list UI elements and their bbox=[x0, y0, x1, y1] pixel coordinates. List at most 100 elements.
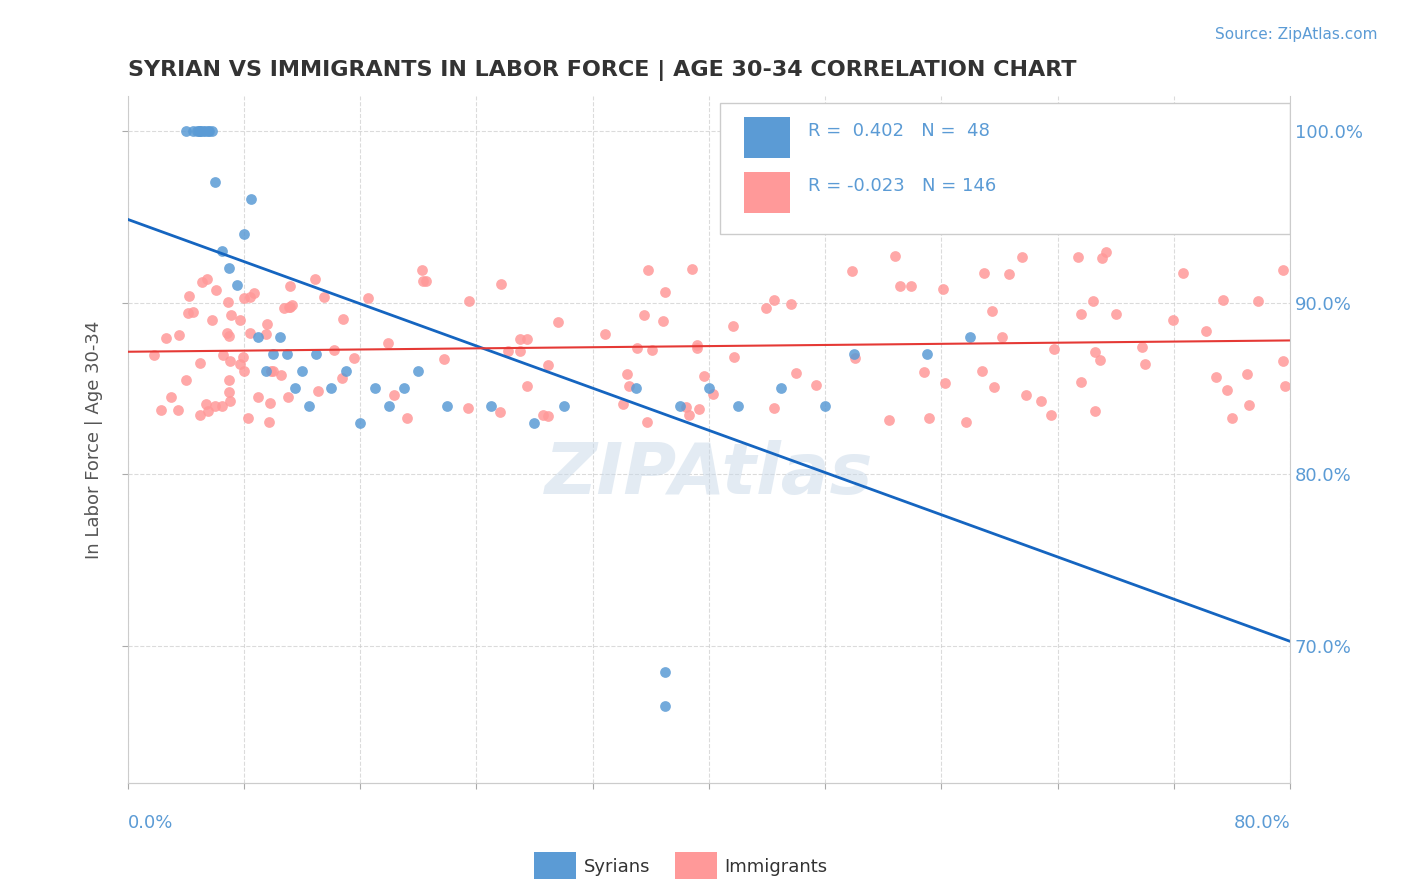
Point bbox=[981, 304, 1004, 318]
Point bbox=[229, 313, 252, 327]
Point bbox=[305, 347, 328, 361]
Point bbox=[218, 354, 240, 368]
Point bbox=[378, 399, 401, 413]
Text: R =  0.402   N =  48: R = 0.402 N = 48 bbox=[807, 122, 990, 140]
Point bbox=[194, 124, 217, 138]
Point bbox=[496, 344, 519, 359]
Point bbox=[641, 343, 664, 357]
Point bbox=[1212, 293, 1234, 307]
Point bbox=[377, 335, 399, 350]
FancyBboxPatch shape bbox=[744, 117, 790, 158]
Point bbox=[278, 300, 301, 314]
Point bbox=[654, 285, 676, 299]
Point bbox=[198, 124, 221, 138]
Point bbox=[1237, 398, 1260, 412]
Point bbox=[174, 124, 197, 138]
Point bbox=[523, 416, 546, 430]
Point bbox=[1195, 324, 1218, 338]
Point bbox=[221, 308, 243, 322]
Point bbox=[270, 368, 292, 383]
Point bbox=[959, 330, 981, 344]
Point bbox=[1105, 307, 1128, 321]
Point bbox=[194, 397, 217, 411]
Point bbox=[225, 278, 247, 293]
Point bbox=[188, 356, 211, 370]
Point bbox=[232, 364, 254, 378]
Point bbox=[278, 300, 301, 314]
Point bbox=[406, 364, 429, 378]
Point bbox=[675, 400, 697, 414]
Point bbox=[187, 124, 209, 138]
Point bbox=[218, 384, 240, 399]
Point bbox=[889, 278, 911, 293]
Text: ZIPAtlas: ZIPAtlas bbox=[544, 440, 873, 508]
Point bbox=[273, 301, 295, 315]
Point bbox=[155, 330, 177, 344]
Point bbox=[240, 193, 263, 207]
Point bbox=[1084, 404, 1107, 418]
Point bbox=[177, 289, 200, 303]
Point bbox=[232, 350, 254, 364]
Point bbox=[770, 381, 793, 395]
Point bbox=[457, 401, 479, 415]
Point bbox=[211, 244, 233, 258]
Point bbox=[197, 124, 219, 138]
FancyBboxPatch shape bbox=[744, 172, 790, 213]
Point bbox=[277, 390, 299, 404]
Point bbox=[166, 402, 188, 417]
Point bbox=[415, 274, 437, 288]
Point bbox=[218, 329, 240, 343]
Text: SYRIAN VS IMMIGRANTS IN LABOR FORCE | AGE 30-34 CORRELATION CHART: SYRIAN VS IMMIGRANTS IN LABOR FORCE | AG… bbox=[128, 60, 1076, 80]
Point bbox=[531, 409, 554, 423]
Point bbox=[395, 410, 418, 425]
Point bbox=[239, 290, 262, 304]
Point bbox=[779, 297, 801, 311]
Point bbox=[191, 124, 214, 138]
Point bbox=[842, 347, 865, 361]
Point bbox=[239, 326, 262, 340]
Point bbox=[509, 344, 531, 359]
Point bbox=[349, 416, 371, 430]
Point bbox=[652, 313, 675, 327]
Point bbox=[479, 399, 502, 413]
Point bbox=[177, 306, 200, 320]
Point bbox=[236, 411, 259, 425]
Point bbox=[436, 399, 458, 413]
Point bbox=[616, 368, 638, 382]
Point bbox=[335, 364, 357, 378]
Point bbox=[755, 301, 778, 315]
Point bbox=[883, 249, 905, 263]
Point bbox=[1088, 353, 1111, 368]
Point bbox=[654, 699, 676, 714]
Point bbox=[204, 399, 226, 413]
Point bbox=[633, 308, 655, 322]
Point bbox=[254, 326, 277, 341]
Point bbox=[686, 341, 709, 355]
Point bbox=[188, 124, 211, 138]
Point bbox=[593, 327, 616, 342]
Point bbox=[877, 413, 900, 427]
Point bbox=[1247, 293, 1270, 308]
Point bbox=[319, 381, 342, 395]
Point bbox=[204, 283, 226, 297]
Point bbox=[693, 369, 716, 384]
Point bbox=[547, 315, 569, 329]
Point bbox=[955, 415, 977, 429]
Point bbox=[1132, 340, 1154, 354]
Point bbox=[814, 399, 837, 413]
Point bbox=[195, 271, 218, 285]
Point bbox=[537, 409, 560, 423]
Point bbox=[1011, 250, 1033, 264]
Point bbox=[509, 332, 531, 346]
Point bbox=[762, 401, 785, 415]
Point bbox=[1220, 411, 1243, 425]
Point bbox=[702, 387, 724, 401]
Point bbox=[276, 347, 298, 361]
Point bbox=[697, 381, 720, 395]
Text: 0.0%: 0.0% bbox=[128, 814, 173, 832]
Point bbox=[1067, 251, 1090, 265]
Point bbox=[934, 376, 956, 390]
Point bbox=[204, 175, 226, 189]
Point bbox=[970, 364, 993, 378]
Point bbox=[654, 665, 676, 679]
